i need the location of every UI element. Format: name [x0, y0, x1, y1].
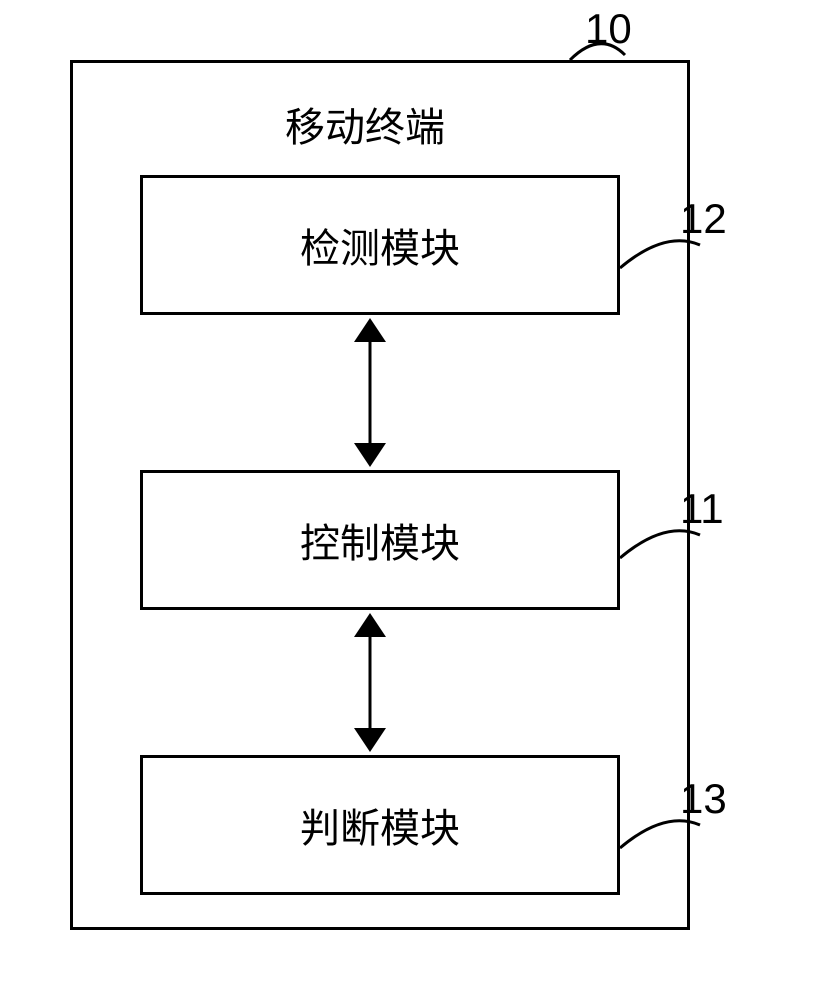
double-arrow-1: [0, 0, 832, 992]
